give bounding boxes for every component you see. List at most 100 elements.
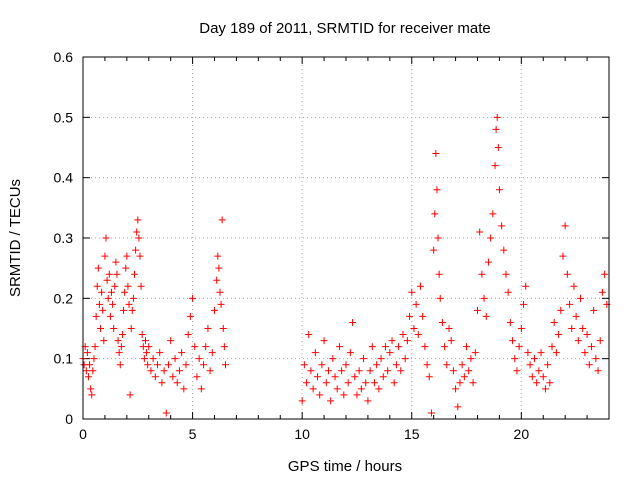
- data-point: [506, 318, 514, 326]
- data-point: [129, 294, 137, 302]
- data-point: [577, 294, 585, 302]
- data-point: [373, 361, 381, 369]
- data-point: [314, 373, 322, 381]
- data-point: [206, 367, 214, 375]
- data-point: [474, 306, 481, 314]
- chart-title: Day 189 of 2011, SRMTID for receiver mat…: [199, 20, 491, 37]
- data-point: [579, 325, 587, 332]
- data-point: [338, 367, 346, 375]
- data-point: [193, 373, 201, 381]
- data-point: [90, 355, 98, 363]
- data-point: [182, 361, 190, 369]
- data-point: [513, 367, 521, 375]
- data-point: [469, 379, 477, 387]
- data-point: [533, 379, 541, 387]
- data-point: [115, 349, 123, 357]
- data-point: [300, 361, 308, 369]
- data-point: [456, 379, 464, 387]
- data-point: [322, 379, 330, 387]
- data-point: [419, 312, 427, 320]
- data-point: [113, 270, 121, 278]
- data-point: [467, 355, 475, 363]
- data-point: [195, 355, 203, 363]
- data-point: [436, 294, 444, 302]
- data-point: [530, 355, 538, 363]
- data-point: [202, 343, 210, 351]
- data-point: [535, 367, 543, 375]
- data-point: [583, 331, 591, 339]
- data-point: [116, 361, 124, 369]
- data-point: [423, 361, 431, 369]
- data-point: [360, 355, 368, 363]
- data-point: [544, 361, 552, 369]
- data-point: [99, 306, 107, 314]
- data-point: [596, 337, 604, 345]
- data-point: [395, 343, 403, 351]
- data-point: [492, 125, 500, 133]
- data-point: [125, 300, 133, 308]
- data-point: [303, 379, 311, 387]
- data-point: [213, 276, 221, 284]
- data-point: [89, 367, 97, 375]
- data-point: [381, 343, 389, 351]
- plot-frame: [82, 56, 610, 420]
- data-point: [502, 270, 510, 278]
- data-point: [500, 246, 508, 254]
- data-point: [397, 367, 405, 375]
- data-point: [539, 373, 547, 381]
- data-point: [88, 391, 96, 399]
- data-point: [220, 343, 228, 351]
- data-point: [186, 312, 194, 320]
- data-point: [390, 379, 398, 387]
- axis-ticks: 0 5 10 15 20 0 0.1 0.2 0.3 0.4 0.5 0.6: [54, 49, 609, 442]
- data-point: [552, 349, 560, 357]
- x-tick-label: 20: [514, 426, 530, 442]
- data-point: [82, 367, 90, 375]
- data-point: [154, 361, 162, 369]
- data-point: [482, 312, 490, 320]
- data-point: [414, 331, 422, 339]
- data-point: [320, 337, 328, 345]
- data-point: [120, 306, 128, 314]
- data-point: [109, 300, 117, 308]
- y-tick-label: 0.3: [54, 230, 74, 246]
- data-point: [331, 373, 339, 381]
- data-point: [127, 325, 135, 332]
- data-point: [458, 361, 466, 369]
- data-point: [392, 361, 400, 369]
- data-point: [137, 282, 145, 290]
- data-point: [517, 325, 525, 332]
- data-point: [384, 367, 392, 375]
- data-point: [216, 288, 224, 296]
- data-point: [164, 361, 172, 369]
- data-point: [122, 264, 130, 272]
- data-point: [522, 282, 530, 290]
- x-tick-label: 5: [189, 426, 197, 442]
- data-point: [219, 325, 227, 332]
- data-point: [406, 312, 414, 320]
- data-point: [327, 397, 335, 405]
- data-point: [427, 409, 435, 417]
- x-axis-label: GPS time / hours: [288, 458, 402, 475]
- data-point: [214, 252, 222, 260]
- data-point: [92, 312, 100, 320]
- data-point: [528, 373, 536, 381]
- data-point: [124, 282, 132, 290]
- data-point: [140, 355, 148, 363]
- data-point: [158, 379, 166, 387]
- data-point: [335, 343, 343, 351]
- data-point: [117, 343, 125, 351]
- data-point: [546, 379, 554, 387]
- data-point: [493, 113, 501, 121]
- data-point: [215, 264, 223, 272]
- x-tick-label: 10: [294, 426, 310, 442]
- data-point: [298, 397, 306, 405]
- data-point: [364, 397, 372, 405]
- data-point: [107, 288, 115, 296]
- data-point: [430, 246, 438, 254]
- data-point: [156, 349, 164, 357]
- y-axis-label: SRMTID / TECUs: [7, 179, 24, 297]
- data-point: [598, 288, 606, 296]
- data-point: [557, 306, 565, 314]
